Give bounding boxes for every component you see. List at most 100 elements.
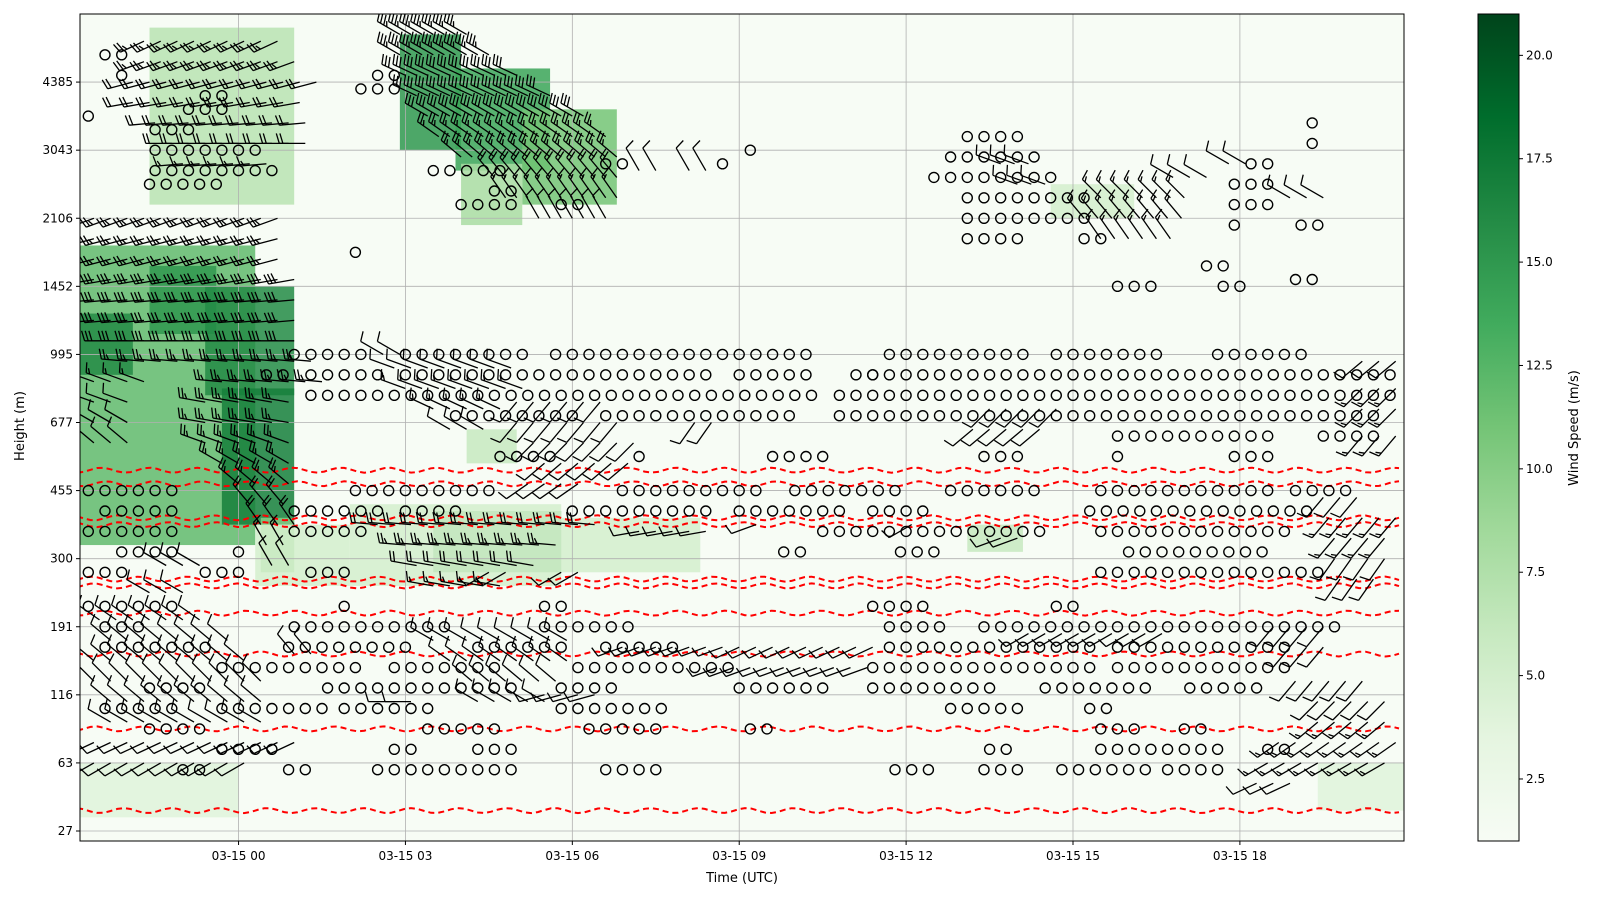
wind-barb bbox=[492, 53, 517, 76]
wind-barb bbox=[657, 646, 690, 657]
calm-circle bbox=[282, 641, 295, 653]
wind-barb bbox=[1337, 762, 1369, 777]
calm-circle bbox=[166, 641, 178, 653]
calm-circle bbox=[572, 389, 584, 401]
wind-barb bbox=[526, 532, 556, 546]
calm-circle bbox=[655, 702, 667, 715]
wind-barb bbox=[1313, 496, 1341, 518]
calm-circle bbox=[978, 232, 990, 245]
calm-circle bbox=[1122, 546, 1135, 558]
wind-barb bbox=[262, 60, 295, 72]
wind-barb bbox=[1355, 721, 1385, 740]
calm-circle bbox=[1117, 369, 1129, 381]
wind-barb bbox=[1150, 189, 1169, 219]
calm-circle bbox=[438, 661, 451, 674]
calm-circle bbox=[488, 764, 501, 776]
wind-barb bbox=[562, 130, 584, 158]
wind-barb bbox=[80, 653, 95, 682]
calm-circle bbox=[566, 505, 578, 517]
wind-barb bbox=[577, 148, 596, 178]
wind-barb bbox=[560, 92, 584, 117]
wind-barb bbox=[90, 675, 112, 703]
colorbar-tick-label: 15.0 bbox=[1526, 255, 1553, 269]
calm-circle bbox=[1217, 410, 1229, 422]
wind-barb bbox=[96, 255, 128, 267]
wind-barb bbox=[530, 571, 562, 586]
calm-circle bbox=[978, 764, 990, 776]
calm-circle bbox=[967, 369, 979, 381]
wind-barb bbox=[80, 330, 111, 342]
wind-barb bbox=[510, 532, 539, 546]
calm-circle bbox=[700, 484, 712, 497]
calm-circle bbox=[883, 389, 896, 401]
wind-barb bbox=[624, 526, 656, 537]
calm-circle bbox=[1211, 566, 1224, 578]
calm-circle bbox=[672, 661, 684, 674]
calm-circle bbox=[800, 450, 812, 463]
calm-circle bbox=[199, 89, 211, 102]
wind-barb bbox=[547, 483, 579, 500]
wind-barb bbox=[130, 762, 162, 777]
calm-circle bbox=[583, 348, 595, 361]
calm-circle bbox=[933, 348, 946, 361]
wind-barb bbox=[376, 532, 406, 546]
calm-circle bbox=[349, 641, 362, 653]
calm-circle bbox=[182, 144, 195, 156]
wind-barb bbox=[1331, 578, 1358, 602]
calm-circle bbox=[967, 661, 979, 674]
calm-circle bbox=[850, 410, 862, 422]
calm-circle bbox=[978, 151, 990, 163]
calm-circle bbox=[1200, 369, 1213, 381]
wind-barb bbox=[146, 273, 178, 285]
calm-circle bbox=[1228, 621, 1241, 633]
wind-barb bbox=[475, 571, 506, 586]
calm-circle bbox=[1050, 661, 1063, 674]
calm-circle bbox=[499, 348, 512, 361]
calm-circle bbox=[460, 164, 473, 177]
calm-circle bbox=[1128, 484, 1140, 497]
calm-circle bbox=[455, 661, 467, 674]
calm-circle bbox=[817, 505, 829, 517]
calm-circle bbox=[199, 103, 211, 116]
calm-circle bbox=[950, 641, 962, 653]
wind-barb bbox=[162, 255, 195, 267]
wind-barb bbox=[1258, 782, 1291, 795]
calm-circle bbox=[177, 723, 189, 735]
calm-circle bbox=[1111, 430, 1124, 442]
calm-circle bbox=[1033, 525, 1046, 538]
wind-barb bbox=[493, 532, 523, 546]
calm-circle bbox=[388, 83, 400, 95]
calm-circle bbox=[555, 702, 567, 715]
wind-barb bbox=[274, 114, 306, 126]
calm-circle bbox=[149, 525, 161, 538]
calm-circle bbox=[1211, 525, 1224, 538]
calm-circle bbox=[166, 525, 178, 538]
calm-circle bbox=[1200, 682, 1213, 694]
calm-circle bbox=[733, 348, 745, 361]
wind-barb bbox=[425, 53, 451, 76]
calm-circle bbox=[605, 702, 617, 715]
calm-circle bbox=[282, 702, 295, 715]
calm-circle bbox=[689, 389, 701, 401]
calm-circle bbox=[572, 198, 584, 211]
calm-circle bbox=[633, 369, 645, 381]
wind-barb bbox=[510, 148, 529, 178]
calm-circle bbox=[494, 450, 506, 463]
wind-barb bbox=[1287, 762, 1319, 777]
calm-circle bbox=[616, 484, 629, 497]
wind-barb bbox=[159, 569, 184, 594]
calm-circle bbox=[1267, 369, 1280, 381]
calm-circle bbox=[1228, 641, 1241, 653]
wind-barb bbox=[426, 405, 451, 430]
wind-barb bbox=[247, 312, 278, 324]
wind-barb bbox=[269, 514, 284, 546]
calm-circle bbox=[1000, 661, 1012, 674]
wind-barb bbox=[146, 312, 178, 324]
wind-barb bbox=[1367, 408, 1397, 428]
calm-circle bbox=[950, 661, 962, 674]
calm-circle bbox=[588, 389, 601, 401]
calm-circle bbox=[82, 484, 95, 497]
calm-circle bbox=[1161, 621, 1174, 633]
calm-circle bbox=[177, 682, 189, 694]
calm-circle bbox=[115, 546, 128, 558]
